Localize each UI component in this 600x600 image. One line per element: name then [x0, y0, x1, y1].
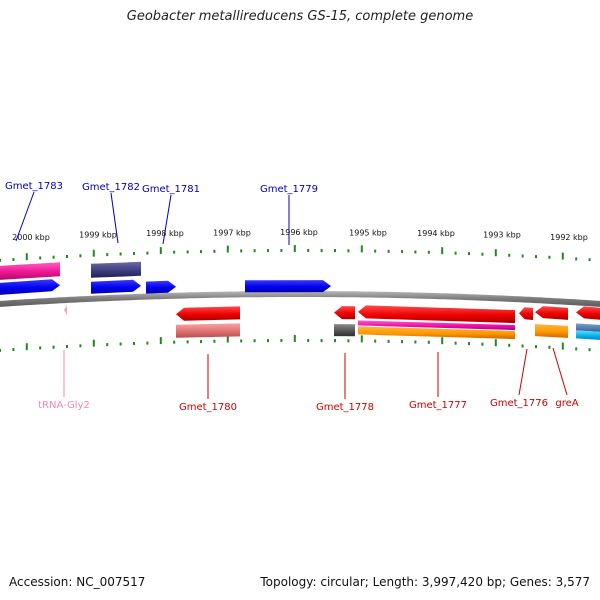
- feature-block-reverse: [334, 306, 355, 319]
- gene-label: Gmet_1782: [82, 182, 140, 193]
- gene-label: Gmet_1780: [179, 402, 237, 413]
- kbp-tick-label: 1996 kbp: [280, 228, 318, 237]
- kbp-tick-label: 1997 kbp: [213, 228, 251, 237]
- accession-label: Accession: NC_007517: [9, 575, 145, 589]
- feature-block-reverse: [576, 330, 600, 340]
- trna-marker: [64, 305, 67, 315]
- feature-block-reverse: [176, 306, 240, 320]
- feature-block-forward: [146, 281, 176, 294]
- feature-block-forward: [0, 279, 60, 295]
- feature-block-forward: [0, 262, 60, 280]
- feature-block-forward: [91, 280, 141, 294]
- kbp-tick-label: 1993 kbp: [483, 231, 521, 240]
- gene-label: Gmet_1778: [316, 402, 374, 413]
- feature-block-reverse: [358, 305, 515, 323]
- gene-label: tRNA-Gly2: [38, 400, 90, 411]
- feature-block-reverse: [576, 306, 600, 320]
- genome-backbone: [0, 291, 600, 307]
- feature-block-reverse: [535, 306, 568, 320]
- gene-label-leader: [553, 348, 567, 395]
- gene-label: Gmet_1777: [409, 400, 467, 411]
- gene-label: greA: [555, 398, 578, 409]
- feature-block-reverse: [176, 323, 240, 337]
- kbp-tick-label: 1992 kbp: [550, 233, 588, 242]
- feature-block-forward: [91, 262, 141, 278]
- genome-map: 2000 kbp 1999 kbp 1998 kbp 1997 kbp 1996 kbp…: [0, 0, 600, 600]
- feature-block-reverse: [334, 324, 355, 336]
- feature-block-forward: [245, 280, 331, 292]
- gene-label: Gmet_1783: [5, 181, 63, 192]
- kbp-tick-label: 1994 kbp: [417, 229, 455, 238]
- gene-label: Gmet_1776: [490, 398, 548, 409]
- gene-label: Gmet_1779: [260, 184, 318, 195]
- kbp-tick-label: 1999 kbp: [79, 231, 117, 240]
- feature-block-reverse: [535, 324, 568, 338]
- kbp-tick-label: 1995 kbp: [349, 228, 387, 237]
- gene-label-leader: [519, 349, 527, 395]
- topology-label: Topology: circular; Length: 3,997,420 bp…: [260, 575, 590, 589]
- gene-label: Gmet_1781: [142, 184, 200, 195]
- feature-block-reverse: [519, 307, 533, 320]
